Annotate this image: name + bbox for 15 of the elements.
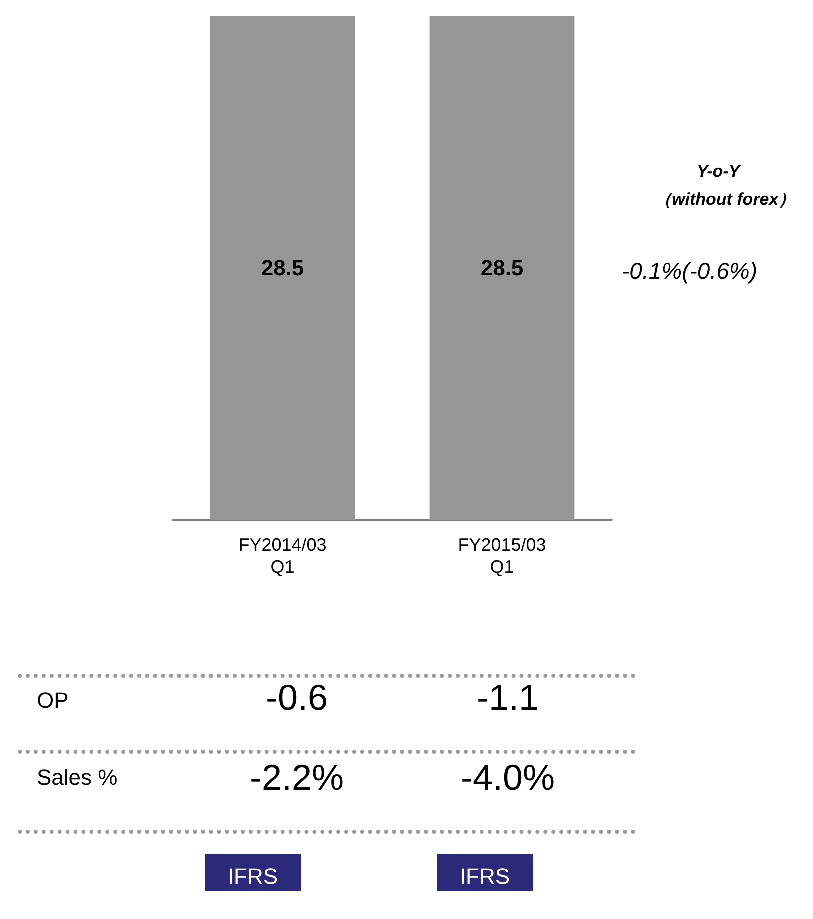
text: -1.1 bbox=[476, 677, 540, 719]
text: OP bbox=[37, 688, 69, 714]
text: （without forex） bbox=[655, 189, 796, 211]
text: Y-o-Y bbox=[697, 162, 740, 182]
text: Sales % bbox=[37, 765, 118, 791]
x-tick-label: FY2015/03 Q1 bbox=[458, 535, 546, 577]
data-label: 28.5 bbox=[480, 256, 524, 280]
data-label: 28.5 bbox=[261, 256, 304, 280]
text: IFRS bbox=[437, 854, 533, 891]
text: -0.6 bbox=[266, 677, 328, 719]
x-tick-label: FY2014/03 Q1 bbox=[238, 535, 327, 577]
text: -4.0% bbox=[460, 757, 556, 799]
text: -0.1%(-0.6%) bbox=[622, 258, 758, 285]
text: IFRS bbox=[205, 854, 301, 891]
text: -2.2% bbox=[250, 757, 344, 799]
